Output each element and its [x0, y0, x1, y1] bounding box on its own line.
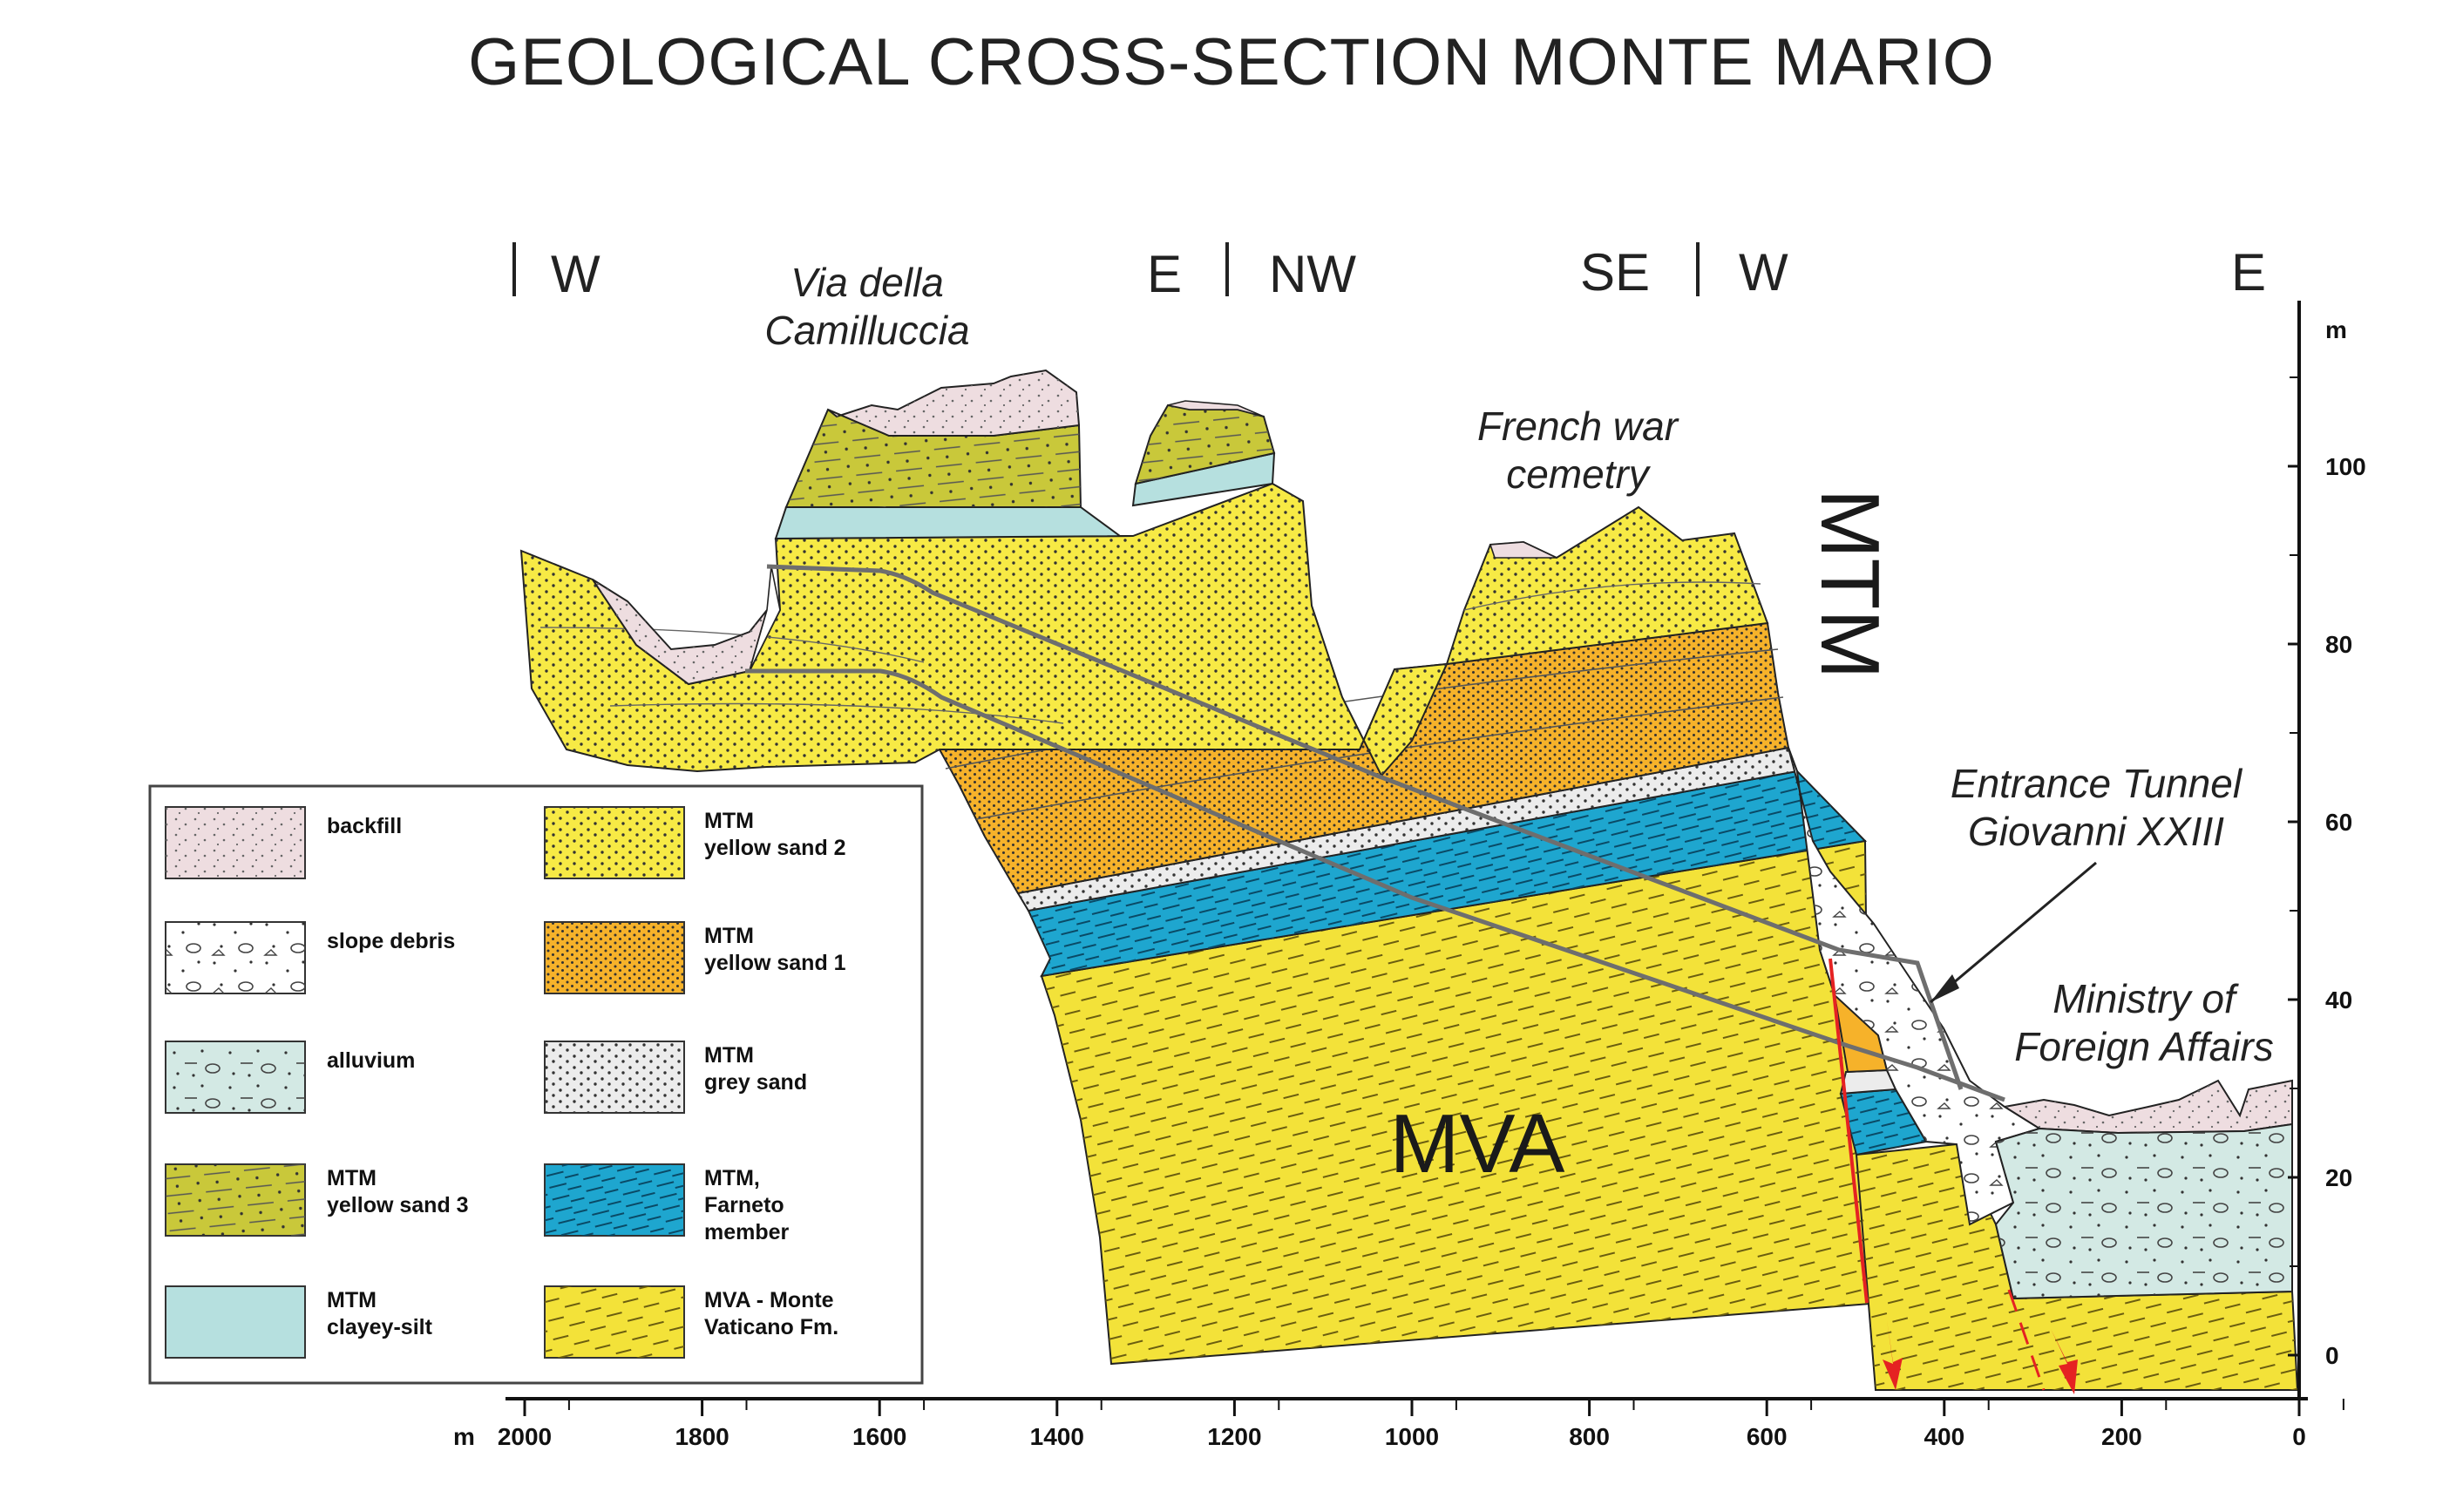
unit-mva-main: [1040, 839, 1872, 1366]
legend-label: alluvium: [327, 1048, 415, 1073]
x-tick-label: 1400: [1030, 1423, 1084, 1450]
french-cemetery-line2: cemetry: [1506, 451, 1652, 497]
legend-swatch-pattern: [166, 922, 305, 993]
y-tick-label: 100: [2325, 453, 2366, 480]
legend-swatch-pattern: [545, 922, 684, 993]
unit-clayey-silt: [774, 451, 1276, 540]
legend-item: slope debris: [165, 921, 455, 994]
x-axis-unit: m: [453, 1423, 475, 1450]
tunnel-trace: [745, 564, 2005, 1102]
fault-arrow-east: [2051, 1329, 2078, 1394]
legend-label: MTM: [327, 1166, 377, 1190]
legend-swatch-pattern: [545, 1164, 684, 1236]
faults: [1829, 958, 2078, 1394]
fault-arrow-west: [1883, 1320, 1903, 1390]
y-tick-label: 80: [2325, 631, 2352, 658]
ministry-line1: Ministry of: [2052, 976, 2239, 1021]
tunnel-entrance-line2: Giovanni XXIII: [1968, 809, 2224, 854]
unit-label-mva: MVA: [1390, 1097, 1565, 1190]
legend-label: MTM: [327, 1288, 377, 1312]
y-axis: 100 80 60 40 20 0 m: [2288, 301, 2366, 1399]
via-camilluccia-line1: Via della: [790, 260, 944, 305]
legend-swatch-pattern: [166, 807, 305, 878]
y-tick-label: 0: [2325, 1342, 2339, 1369]
x-tick-label: 2000: [498, 1423, 552, 1450]
legend-label: yellow sand 1: [704, 951, 846, 975]
unit-farneto: [1027, 770, 1928, 1156]
legend-label: clayey-silt: [327, 1315, 433, 1339]
tunnel-entrance-line1: Entrance Tunnel: [1951, 761, 2243, 806]
y-tick-label: 20: [2325, 1164, 2352, 1191]
unit-label-mtm: MTM: [1803, 489, 1896, 680]
legend-label: MTM,: [704, 1166, 760, 1190]
legend-item: backfill: [165, 806, 402, 879]
legend-label: MVA - Monte: [704, 1288, 834, 1312]
unit-backfill: [592, 369, 2293, 1135]
section-direction-markers: W E NW SE W E: [512, 242, 2266, 303]
x-tick-label: 1200: [1207, 1423, 1261, 1450]
legend-item: MTM yellow sand 3: [165, 1163, 469, 1237]
legend-item: alluvium: [165, 1041, 415, 1114]
legend-label: Vaticano Fm.: [704, 1315, 838, 1339]
legend-label: MTM: [704, 1043, 754, 1068]
tunnel-pointer-arrowhead: [1930, 974, 1959, 1002]
x-tick-label: 600: [1747, 1423, 1788, 1450]
x-tick-label: 1800: [675, 1423, 729, 1450]
x-tick-label: 0: [2292, 1423, 2306, 1450]
legend-swatch-pattern: [545, 1041, 684, 1113]
direction-w-2: W: [1739, 243, 1788, 302]
y-tick-label: 60: [2325, 809, 2352, 836]
direction-w-1: W: [551, 245, 600, 303]
legend-label: MTM: [704, 809, 754, 833]
x-tick-label: 1600: [852, 1423, 906, 1450]
legend-swatch-pattern: [166, 1041, 305, 1113]
legend-swatch-pattern: [166, 1164, 305, 1236]
legend-item: MTM yellow sand 2: [544, 806, 846, 879]
x-tick-label: 800: [1569, 1423, 1610, 1450]
legend-label: yellow sand 2: [704, 836, 846, 860]
tunnel-pointer-line: [1930, 861, 2097, 1004]
legend-item: MTM clayey-silt: [165, 1285, 433, 1359]
place-labels: Via della Camilluccia French war cemetry…: [764, 260, 2273, 1069]
direction-e-2: E: [2231, 243, 2266, 302]
y-axis-unit: m: [2325, 316, 2347, 343]
legend-label: grey sand: [704, 1070, 807, 1095]
legend-item: MVA - Monte Vaticano Fm.: [544, 1285, 838, 1359]
legend-label: MTM: [704, 924, 754, 948]
legend-item: MTM, Farneto member: [544, 1163, 790, 1244]
via-camilluccia-line2: Camilluccia: [764, 308, 969, 353]
legend-item: MTM yellow sand 1: [544, 921, 846, 994]
legend: backfill slope debris alluvium MTM yellow sa…: [148, 784, 924, 1385]
ministry-line2: Foreign Affairs: [2014, 1024, 2273, 1069]
legend-label: member: [704, 1220, 790, 1244]
french-cemetery-line1: French war: [1477, 403, 1679, 449]
legend-label: slope debris: [327, 929, 455, 953]
geologic-units: [519, 369, 2299, 1394]
x-tick-label: 400: [1924, 1423, 1964, 1450]
x-axis-ticks: 2000 1800 1600 1400 1200 1000 800 600 400 200 0: [498, 1399, 2344, 1450]
direction-se: SE: [1580, 243, 1650, 302]
x-tick-label: 1000: [1385, 1423, 1439, 1450]
page-title: GEOLOGICAL CROSS-SECTION MONTE MARIO: [468, 25, 1995, 99]
legend-label: Farneto: [704, 1193, 784, 1217]
y-tick-label: 40: [2325, 987, 2352, 1014]
direction-nw: NW: [1269, 245, 1356, 303]
legend-label: yellow sand 3: [327, 1193, 469, 1217]
x-axis: 2000 1800 1600 1400 1200 1000 800 600 400 200 0 m: [453, 1397, 2344, 1450]
unit-yellow-sand-3: [784, 403, 1276, 508]
x-tick-label: 200: [2101, 1423, 2142, 1450]
unit-yellow-sand-2: [519, 482, 1769, 777]
legend-swatch-pattern: [545, 807, 684, 878]
legend-label: backfill: [327, 814, 402, 838]
legend-swatch: [165, 1285, 306, 1359]
direction-e-1: E: [1147, 245, 1182, 303]
legend-swatch-pattern: [545, 1286, 684, 1358]
unit-alluvium: [1994, 1122, 2293, 1300]
y-axis-ticks: 100 80 60 40 20 0: [2288, 376, 2366, 1369]
